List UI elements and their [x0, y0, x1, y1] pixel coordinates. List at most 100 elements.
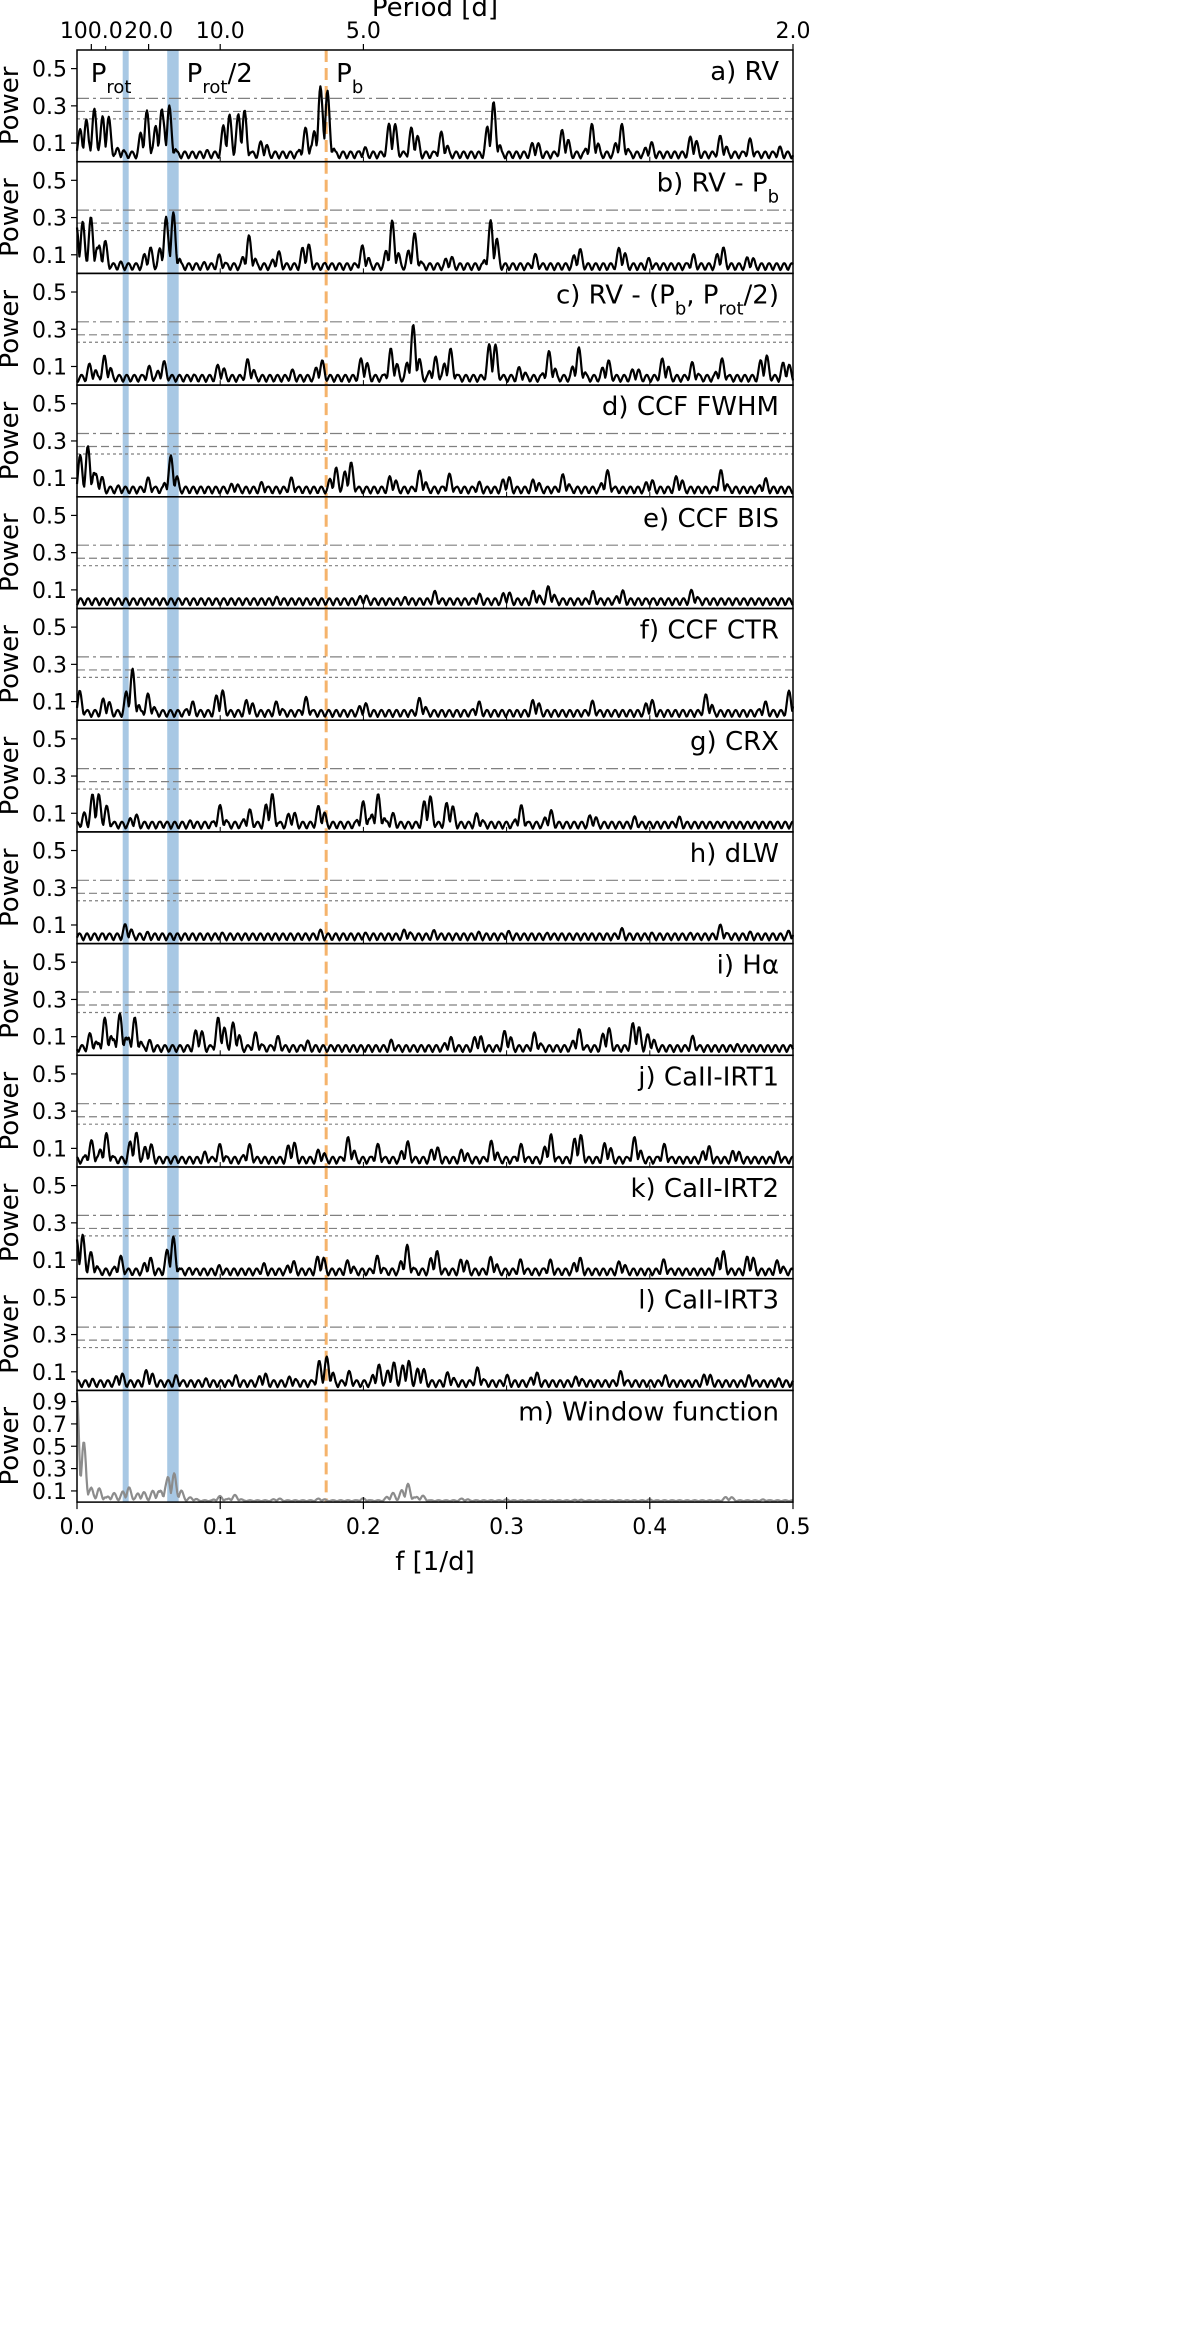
- y-tick-label: 0.1: [32, 467, 67, 492]
- y-tick-label: 0.3: [32, 765, 67, 790]
- panel-j: 0.1 0.3 0.5 Power j) CaII-IRT1: [0, 1054, 794, 1168]
- p-rot-marker: [122, 943, 129, 1056]
- p-rot-marker: [122, 161, 129, 274]
- y-tick-label: 0.1: [32, 1361, 67, 1386]
- p-rot-half-band: [167, 608, 179, 721]
- p-rot-marker: [122, 385, 129, 497]
- y-tick-label: 0.5: [32, 1435, 67, 1460]
- y-tick-label: 0.7: [32, 1413, 67, 1438]
- y-axis-label: Power: [0, 513, 25, 592]
- y-tick-label: 0.3: [32, 542, 67, 567]
- panel-label: h) dLW: [690, 839, 779, 869]
- p-rot-marker: [122, 273, 129, 386]
- y-tick-label: 0.1: [32, 691, 67, 716]
- periodogram-curve: [76, 1355, 794, 1389]
- panel-l: 0.1 0.3 0.5 Power l) CaII-IRT3: [0, 1277, 794, 1392]
- y-tick-label: 0.3: [32, 318, 67, 343]
- window-function-curve: [75, 1392, 794, 1503]
- y-tick-label: 0.5: [32, 1063, 67, 1088]
- p-rot-label: Prot: [91, 59, 132, 98]
- period-tick-label: 100.0: [60, 19, 123, 44]
- periodogram-curve: [76, 793, 794, 830]
- panel-k: 0.1 0.3 0.5 Power k) CaII-IRT2: [0, 1166, 794, 1280]
- y-tick-label: 0.5: [32, 840, 67, 865]
- periodogram-curve: [76, 585, 794, 607]
- p-rot-marker: [122, 1055, 129, 1167]
- x-tick-label: 0.5: [776, 1515, 811, 1540]
- periodogram-curve: [75, 211, 794, 272]
- y-tick-label: 0.3: [32, 430, 67, 455]
- y-tick-label: 0.1: [32, 132, 67, 157]
- frequency-tick-group: 0.0 0.1 0.2 0.3 0.4 0.5: [60, 1502, 811, 1540]
- period-axis: Period [d] 100.0 20.0 10.0 5.0 2.0: [60, 0, 811, 50]
- periodogram-curve: [75, 85, 795, 160]
- frequency-axis: 0.0 0.1 0.2 0.3 0.4 0.5 f [1/d]: [60, 1502, 811, 1577]
- panel-frame: [76, 49, 794, 163]
- x-tick-label: 0.1: [203, 1515, 238, 1540]
- y-axis-label: Power: [0, 1295, 25, 1374]
- period-tick-label: 10.0: [196, 19, 245, 44]
- panel-label: b) RV - Pb: [657, 169, 779, 208]
- panel-a: 0.1 0.3 0.5 Power a) RV Prot Prot/2 Pb: [0, 49, 795, 163]
- periodogram-curve: [75, 1012, 795, 1054]
- p-rot-half-band: [167, 273, 179, 386]
- period-tick-label: 20.0: [124, 19, 173, 44]
- panel-label: m) Window function: [518, 1397, 779, 1427]
- y-tick-label: 0.5: [32, 951, 67, 976]
- y-tick-label: 0.1: [32, 1137, 67, 1162]
- panel-label: l) CaII-IRT3: [638, 1286, 779, 1316]
- y-tick-label: 0.1: [32, 1480, 67, 1505]
- y-tick-label: 0.5: [32, 616, 67, 641]
- panel-d: 0.1 0.3 0.5 Power d) CCF FWHM: [0, 384, 794, 498]
- y-tick-label: 0.1: [32, 579, 67, 604]
- y-axis-label: Power: [0, 66, 25, 145]
- p-rot-half-band: [167, 1167, 179, 1279]
- y-tick-label: 0.3: [32, 207, 67, 232]
- y-axis-label: Power: [0, 848, 25, 927]
- y-tick-label: 0.1: [32, 1026, 67, 1051]
- p-rot-marker: [122, 608, 129, 721]
- periodogram-curve: [76, 324, 795, 383]
- p-rot-marker: [122, 831, 129, 944]
- p-rot-marker: [122, 720, 129, 832]
- y-tick-label: 0.3: [32, 95, 67, 120]
- y-tick-label: 0.5: [32, 393, 67, 418]
- periodogram-curve: [75, 667, 795, 719]
- p-rot-half-band: [167, 720, 179, 832]
- y-axis-label: Power: [0, 736, 25, 815]
- panel-label: j) CaII-IRT1: [637, 1062, 779, 1092]
- periodogram-curve: [75, 923, 795, 942]
- y-tick-label: 0.3: [32, 1212, 67, 1237]
- y-tick-label: 0.5: [32, 728, 67, 753]
- y-tick-label: 0.5: [32, 1286, 67, 1311]
- p-rot-half-band: [167, 1390, 179, 1503]
- panel-frame: [76, 942, 794, 1057]
- y-axis-label: Power: [0, 1407, 25, 1486]
- p-rot-half-band: [167, 50, 179, 162]
- frequency-axis-title: f [1/d]: [395, 1547, 475, 1577]
- panel-label: f) CCF CTR: [640, 616, 779, 646]
- panel-label: i) Hα: [717, 951, 779, 981]
- x-tick-label: 0.4: [632, 1515, 667, 1540]
- panel-label: a) RV: [710, 57, 779, 87]
- period-tick-group: 100.0 20.0 10.0 5.0 2.0: [60, 19, 811, 50]
- panel-c: 0.1 0.3 0.5 Power c) RV - (Pb, Prot/2): [0, 272, 795, 386]
- panel-e: 0.1 0.3 0.5 Power e) CCF BIS: [0, 496, 794, 610]
- y-tick-label: 0.3: [32, 1458, 67, 1483]
- x-tick-label: 0.2: [346, 1515, 381, 1540]
- p-rot-half-band: [167, 1278, 179, 1391]
- y-tick-label: 0.3: [32, 877, 67, 902]
- y-tick-label: 0.5: [32, 58, 67, 83]
- p-rot-half-label: Prot/2: [187, 59, 253, 98]
- period-axis-title: Period [d]: [372, 0, 498, 23]
- periodogram-curve: [75, 445, 794, 495]
- panel-label: g) CRX: [690, 727, 779, 757]
- panel-frame: [76, 831, 794, 945]
- p-b-label: Pb: [336, 59, 363, 98]
- y-tick-label: 0.5: [32, 169, 67, 194]
- periodogram-curve: [76, 1131, 794, 1165]
- p-rot-half-band: [167, 496, 179, 609]
- y-axis-label: Power: [0, 960, 25, 1039]
- y-tick-label: 0.1: [32, 914, 67, 939]
